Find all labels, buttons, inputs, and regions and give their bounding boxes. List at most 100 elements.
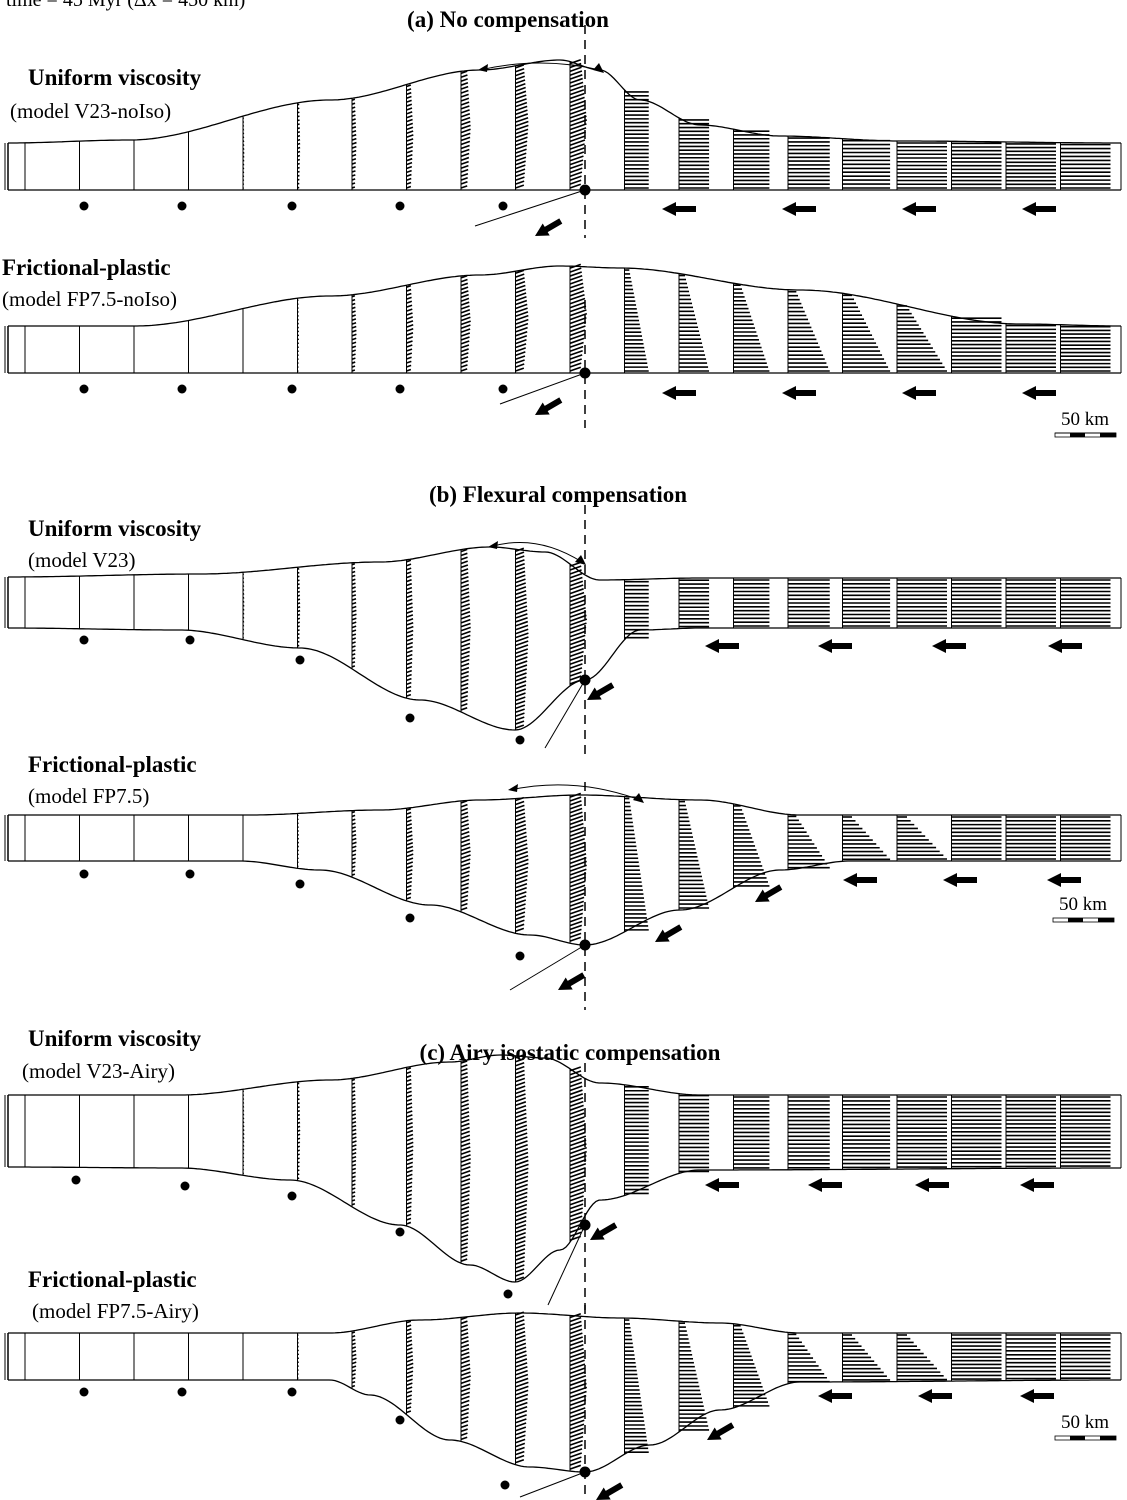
surface-line bbox=[8, 1312, 1121, 1334]
velocity-column bbox=[351, 294, 357, 373]
model-b2-type: Frictional-plastic bbox=[28, 752, 197, 777]
velocity-column bbox=[1005, 323, 1056, 373]
velocity-column bbox=[678, 273, 710, 373]
velocity-column bbox=[896, 578, 947, 628]
velocity-column bbox=[1005, 141, 1056, 190]
subduction-arrow bbox=[535, 218, 563, 236]
subduction-arrow bbox=[655, 924, 683, 942]
velocity-column bbox=[896, 304, 947, 373]
velocity-column bbox=[787, 814, 830, 870]
velocity-column bbox=[569, 561, 588, 686]
subduction-arrow bbox=[535, 397, 563, 415]
subduction-arrow bbox=[590, 1222, 618, 1240]
convergence-arrow bbox=[782, 386, 816, 400]
singularity-point bbox=[579, 674, 591, 686]
velocity-column bbox=[1060, 142, 1111, 190]
velocity-column bbox=[297, 1333, 300, 1380]
surface-flow-arrowhead-left bbox=[488, 541, 498, 549]
velocity-column bbox=[569, 792, 587, 944]
reference-dot bbox=[177, 201, 187, 211]
velocity-column bbox=[242, 116, 245, 190]
convergence-arrow bbox=[902, 386, 936, 400]
convergence-arrow bbox=[1048, 639, 1082, 653]
convergence-arrow bbox=[662, 202, 696, 216]
velocity-column bbox=[733, 578, 770, 628]
reference-dot bbox=[498, 384, 508, 394]
singularity-point bbox=[579, 184, 591, 196]
singularity-point bbox=[579, 939, 591, 951]
panel-c2 bbox=[4, 1305, 1122, 1500]
velocity-column bbox=[569, 1066, 587, 1243]
base-line bbox=[8, 860, 1121, 946]
reference-dot bbox=[395, 384, 405, 394]
subduction-arrow bbox=[558, 972, 586, 990]
velocity-column bbox=[842, 578, 891, 628]
velocity-column bbox=[842, 815, 891, 862]
subduction-line bbox=[547, 1224, 586, 1306]
velocity-column bbox=[1060, 324, 1111, 373]
velocity-column bbox=[678, 578, 710, 629]
velocity-column bbox=[297, 813, 300, 869]
singularity-point bbox=[579, 1466, 591, 1478]
velocity-column bbox=[297, 567, 301, 648]
scale-bar-b: 50 km bbox=[1052, 894, 1115, 923]
velocity-column bbox=[678, 117, 710, 190]
velocity-column bbox=[460, 70, 471, 190]
velocity-column bbox=[896, 1095, 947, 1170]
velocity-column bbox=[733, 1095, 770, 1170]
convergence-arrow bbox=[705, 639, 739, 653]
reference-dot bbox=[395, 1227, 405, 1237]
velocity-column bbox=[624, 1318, 649, 1455]
convergence-arrow bbox=[1020, 1178, 1054, 1192]
velocity-column bbox=[842, 1333, 891, 1382]
subduction-line bbox=[509, 944, 586, 991]
convergence-arrow bbox=[932, 639, 966, 653]
surface-flow-arrowhead-right bbox=[593, 63, 604, 73]
reference-dot bbox=[498, 201, 508, 211]
panel-a2 bbox=[4, 263, 1122, 428]
model-c1-type: Uniform viscosity bbox=[28, 1026, 202, 1051]
reference-dot bbox=[287, 384, 297, 394]
panels bbox=[4, 25, 1122, 1500]
velocity-column bbox=[406, 1067, 414, 1226]
velocity-column bbox=[460, 1316, 471, 1442]
reference-dot bbox=[515, 951, 525, 961]
section-a-title: (a) No compensation bbox=[407, 7, 609, 32]
convergence-arrow bbox=[782, 202, 816, 216]
reference-dot bbox=[287, 1191, 297, 1201]
subduction-line bbox=[474, 189, 586, 227]
velocity-column bbox=[951, 578, 1002, 628]
reference-dot bbox=[185, 635, 195, 645]
section-b-title: (b) Flexural compensation bbox=[429, 482, 687, 507]
singularity-point bbox=[579, 1219, 591, 1231]
velocity-column bbox=[406, 1320, 414, 1415]
velocity-column bbox=[951, 815, 1002, 861]
surface-flow-arrowhead-left bbox=[478, 64, 488, 72]
scale-bar-a-label: 50 km bbox=[1061, 409, 1109, 430]
velocity-column bbox=[896, 815, 947, 861]
panel-b1 bbox=[4, 505, 1122, 760]
reference-dot bbox=[185, 869, 195, 879]
model-b1-type: Uniform viscosity bbox=[28, 516, 202, 541]
reference-dot bbox=[500, 1480, 510, 1490]
velocity-column bbox=[787, 289, 830, 373]
subduction-arrow bbox=[755, 884, 783, 902]
convergence-arrow bbox=[843, 873, 877, 887]
header-fragment: time = 45 Myr (Δx = 450 km) bbox=[6, 0, 245, 11]
velocity-column bbox=[297, 1081, 301, 1181]
velocity-column bbox=[515, 1054, 529, 1282]
velocity-column bbox=[896, 1333, 947, 1382]
velocity-column bbox=[1060, 1095, 1111, 1169]
reference-dot bbox=[405, 713, 415, 723]
velocity-column bbox=[678, 1093, 710, 1174]
velocity-column bbox=[842, 1095, 891, 1170]
velocity-column bbox=[678, 799, 710, 911]
convergence-arrow bbox=[1022, 386, 1056, 400]
velocity-column bbox=[569, 59, 588, 190]
model-a1-name: (model V23-noIso) bbox=[10, 99, 171, 123]
velocity-column bbox=[842, 293, 891, 373]
subduction-line bbox=[519, 1471, 586, 1498]
velocity-column bbox=[624, 796, 649, 932]
velocity-column bbox=[624, 89, 649, 190]
velocity-column bbox=[842, 138, 891, 190]
